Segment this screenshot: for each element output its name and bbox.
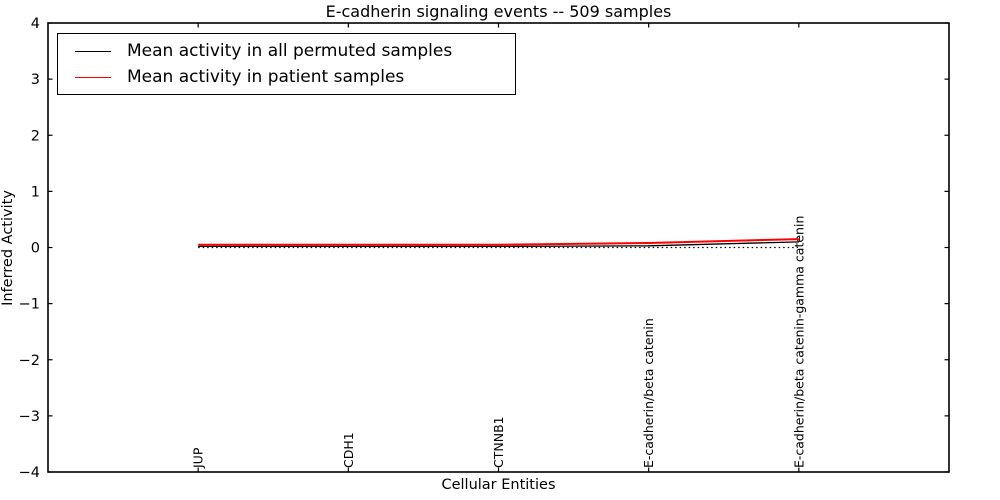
chart-title: E-cadherin signaling events -- 509 sampl… xyxy=(325,2,672,21)
plot-border xyxy=(47,22,950,473)
legend-label: Mean activity in all permuted samples xyxy=(127,41,453,61)
x-tick-label: CDH1 xyxy=(341,432,356,468)
series-line-permuted xyxy=(198,241,799,248)
y-tick-label: 3 xyxy=(31,72,40,88)
y-tick-label: −4 xyxy=(19,465,40,481)
legend: Mean activity in all permuted samples Me… xyxy=(57,33,516,95)
y-tick-label: 0 xyxy=(31,241,40,257)
y-tick-label: 2 xyxy=(31,128,40,144)
x-axis-label: Cellular Entities xyxy=(441,477,556,493)
legend-label: Mean activity in patient samples xyxy=(127,67,405,87)
legend-line-sample-permuted xyxy=(75,50,111,52)
legend-item-permuted: Mean activity in all permuted samples xyxy=(58,38,515,64)
series-line-patient xyxy=(198,238,799,246)
legend-line-sample-patient xyxy=(75,76,111,78)
y-tick-label: −3 xyxy=(19,409,40,425)
x-tick-label: JUP xyxy=(191,447,206,469)
y-tick-label: −2 xyxy=(19,353,40,369)
x-tick-label: E-cadherin/beta catenin-gamma catenin xyxy=(791,216,806,468)
y-tick-label: 4 xyxy=(31,16,40,32)
x-tick-label: E-cadherin/beta catenin xyxy=(641,318,656,468)
y-tick-label: 1 xyxy=(31,184,40,200)
legend-item-patient: Mean activity in patient samples xyxy=(58,64,515,90)
x-tick-label: CTNNB1 xyxy=(491,416,506,468)
y-tick-label: −1 xyxy=(19,297,40,313)
y-axis-label: Inferred Activity xyxy=(0,190,16,306)
